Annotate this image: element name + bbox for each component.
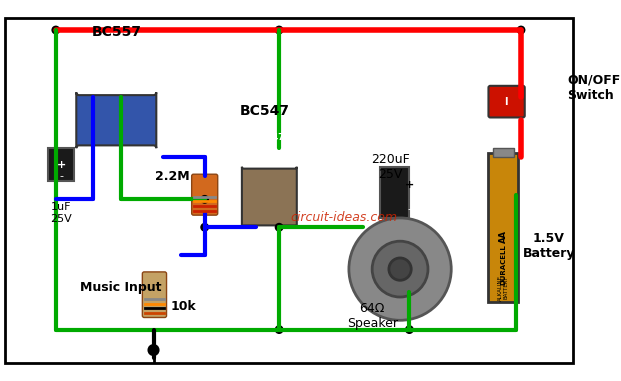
Circle shape xyxy=(389,258,411,280)
Text: BC547: BC547 xyxy=(240,104,290,118)
Circle shape xyxy=(275,326,283,333)
Circle shape xyxy=(52,26,60,34)
Text: Music Input: Music Input xyxy=(80,281,161,294)
Text: 2.2M: 2.2M xyxy=(155,170,189,182)
Circle shape xyxy=(406,326,413,333)
Circle shape xyxy=(349,218,451,320)
Circle shape xyxy=(517,26,525,34)
Text: I: I xyxy=(504,97,508,107)
Circle shape xyxy=(275,26,283,34)
Text: BC557: BC557 xyxy=(91,25,142,39)
FancyBboxPatch shape xyxy=(242,167,297,227)
Text: 10k: 10k xyxy=(170,300,196,313)
Circle shape xyxy=(201,224,209,231)
Text: 1uF
25V: 1uF 25V xyxy=(50,202,72,224)
Circle shape xyxy=(275,224,283,231)
Bar xyxy=(489,153,519,302)
Text: 1.5V
Battery: 1.5V Battery xyxy=(523,232,575,260)
Text: -: - xyxy=(60,171,63,181)
Circle shape xyxy=(149,346,158,355)
Bar xyxy=(379,167,409,218)
Text: 220uF
25V: 220uF 25V xyxy=(371,153,410,181)
Text: circuit-ideas.com: circuit-ideas.com xyxy=(291,211,397,224)
Text: DURACELL: DURACELL xyxy=(501,244,506,285)
FancyBboxPatch shape xyxy=(142,272,166,317)
FancyBboxPatch shape xyxy=(489,86,525,117)
Text: ALKALINE
BATTERY: ALKALINE BATTERY xyxy=(498,275,509,301)
FancyBboxPatch shape xyxy=(192,174,218,215)
Text: BC547: BC547 xyxy=(254,133,284,141)
Text: +: + xyxy=(405,180,414,190)
Bar xyxy=(493,148,514,157)
Text: AA: AA xyxy=(499,230,508,243)
Bar xyxy=(48,148,75,181)
Text: 64Ω
Speaker: 64Ω Speaker xyxy=(347,302,397,330)
Circle shape xyxy=(372,241,428,297)
FancyBboxPatch shape xyxy=(76,92,156,148)
Text: -: - xyxy=(407,203,411,214)
Text: BC557: BC557 xyxy=(99,59,134,69)
Text: ON/OFF
Switch: ON/OFF Switch xyxy=(568,74,621,102)
Circle shape xyxy=(201,195,209,203)
Text: +: + xyxy=(57,160,66,170)
